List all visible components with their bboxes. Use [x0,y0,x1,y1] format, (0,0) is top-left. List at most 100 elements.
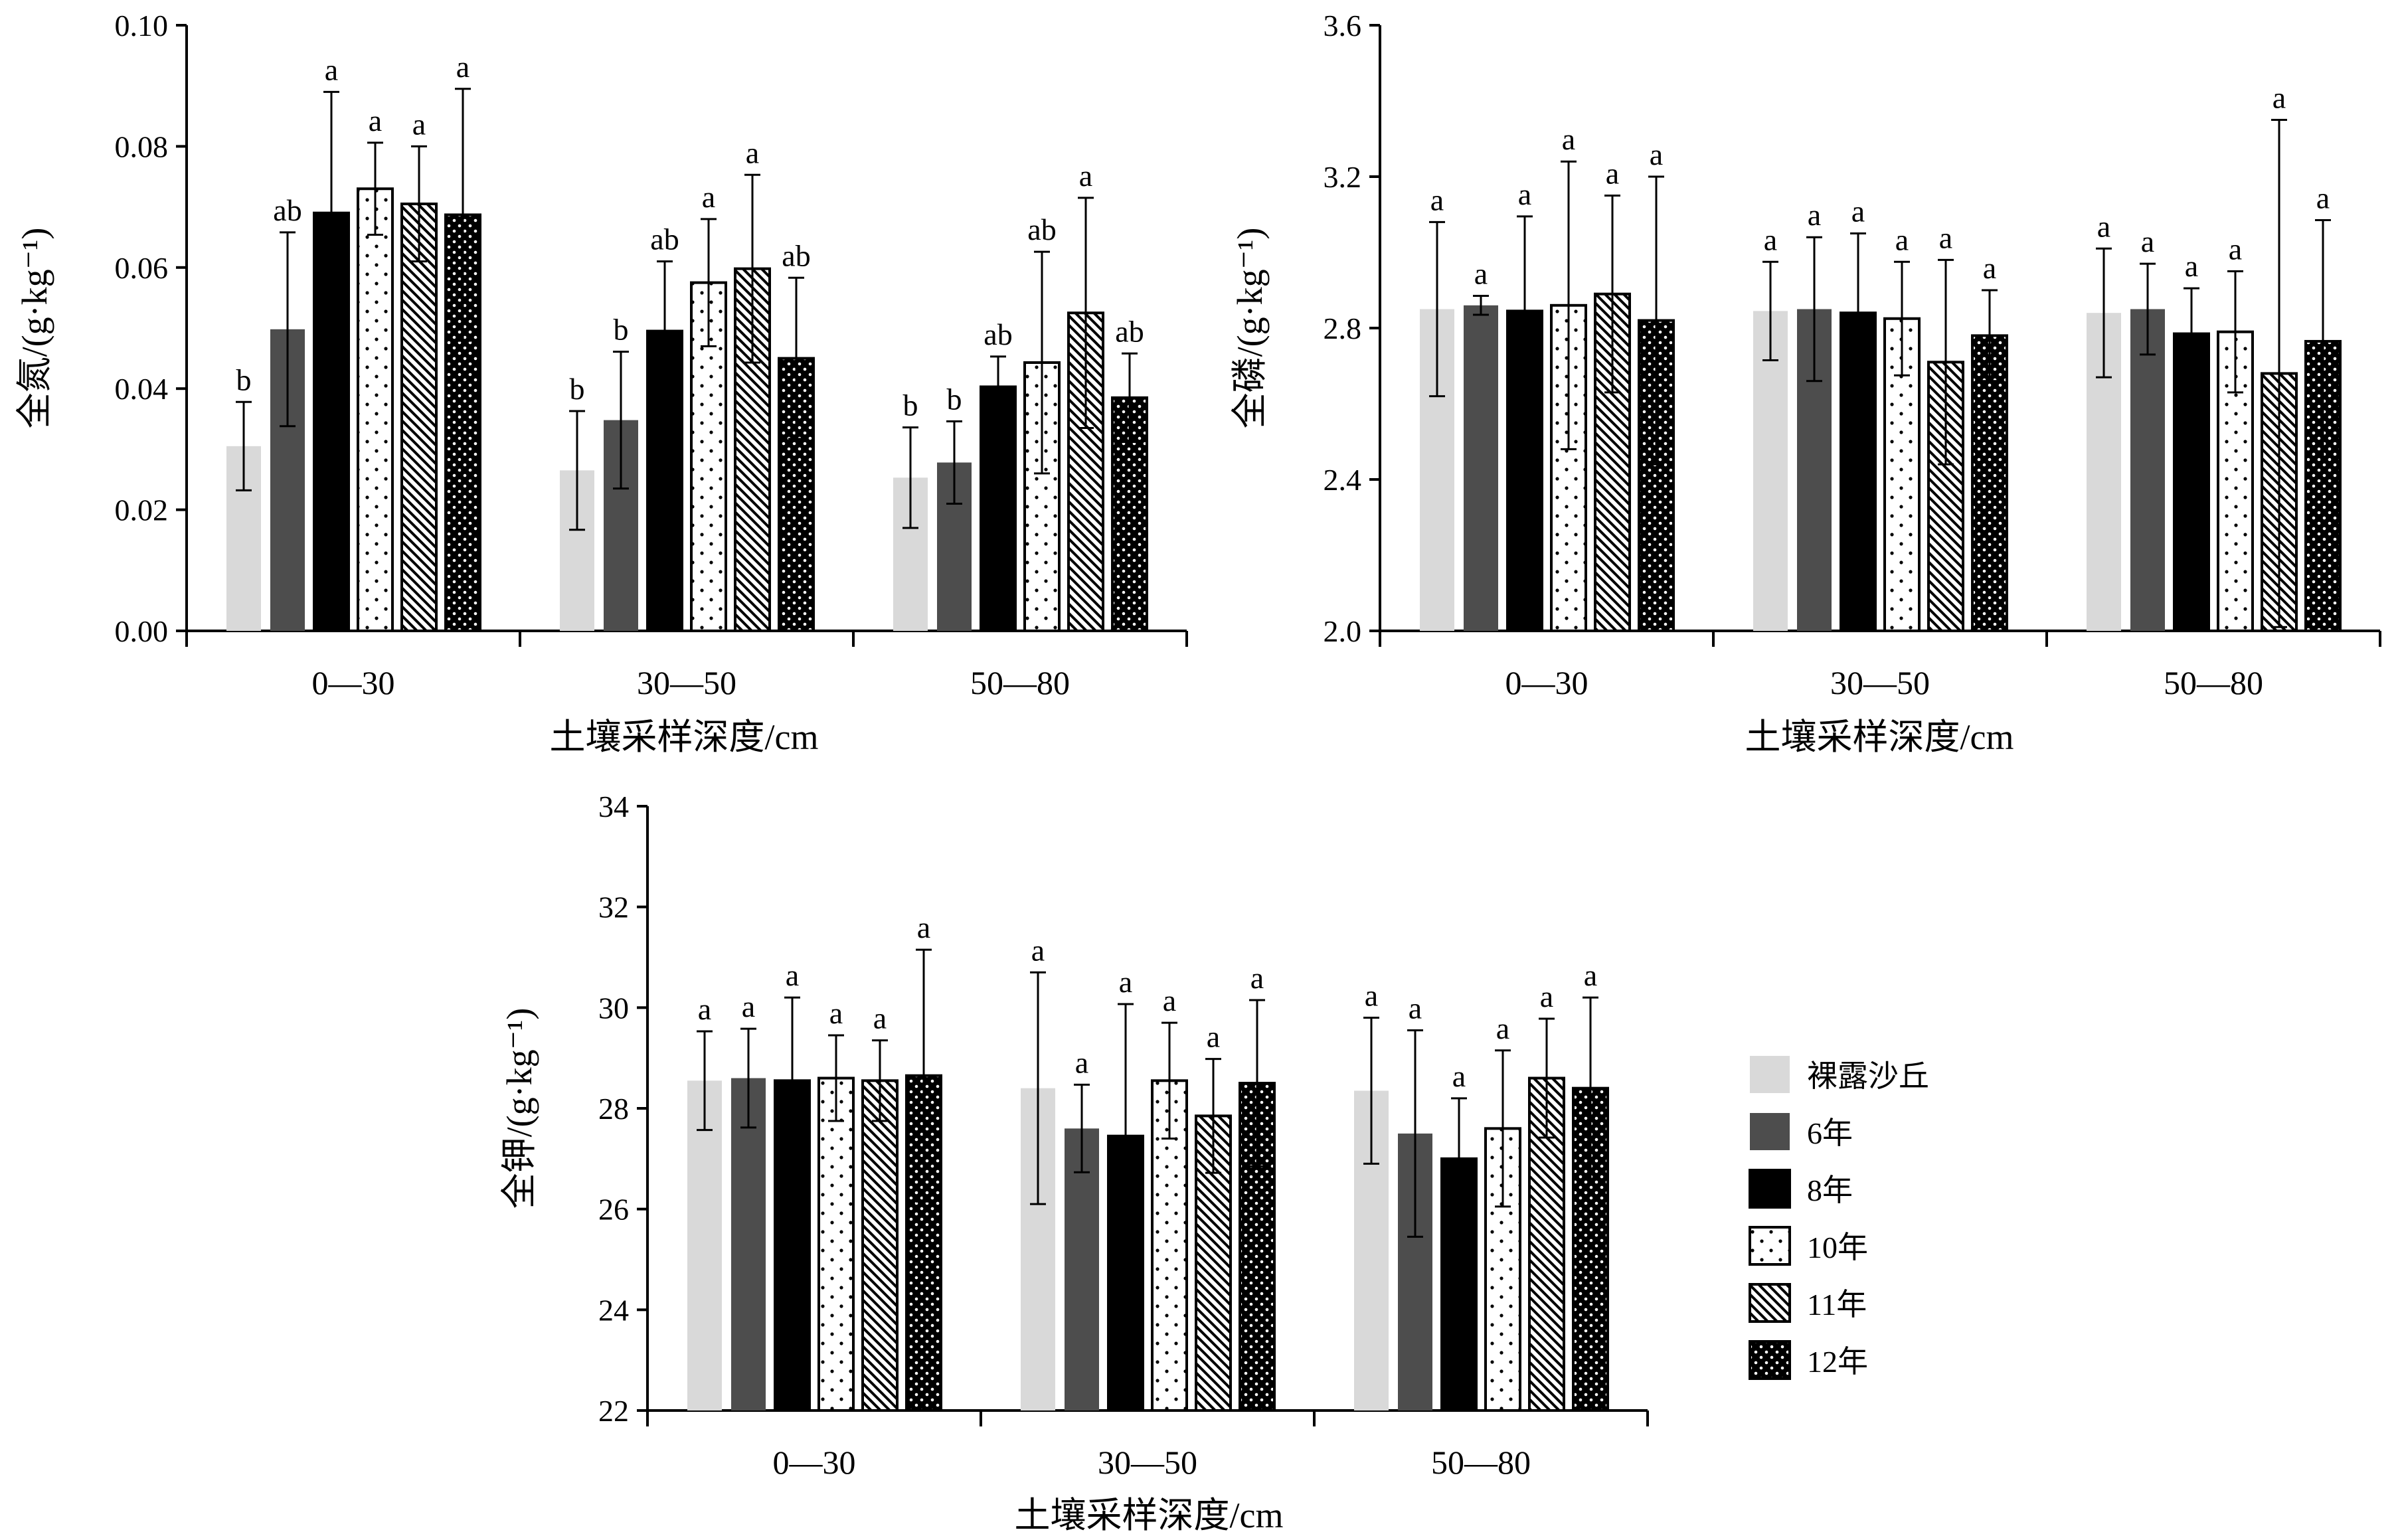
y-tick-label: 34 [598,790,629,823]
legend-swatch [1749,1226,1791,1266]
legend-label: 11年 [1807,1288,1867,1322]
significance-label: a [1562,122,1575,156]
significance-label: a [1365,979,1378,1013]
significance-label: a [1430,183,1444,216]
bar [817,1076,855,1412]
significance-label: a [786,958,799,992]
legend-swatch [1749,1340,1791,1380]
significance-label: a [1895,222,1909,256]
significance-label: a [917,910,930,944]
legend-swatch [1750,1113,1790,1150]
y-tick-label: 32 [598,891,629,924]
significance-label: a [2229,232,2242,266]
significance-label: a [1518,177,1531,211]
legend-item: 裸露沙丘 [1750,1056,1929,1093]
significance-label: a [369,104,382,137]
bar [2173,332,2210,632]
bar [1065,1128,1099,1411]
legend: 裸露沙丘 6年 8年 10年 11年 12年 [1749,1056,1929,1380]
x-axis-title: 土壤采样深度/cm [550,717,819,757]
legend-label: 10年 [1807,1231,1868,1264]
significance-label: a [2272,81,2286,115]
significance-label: a [746,135,759,169]
charts-group: 0.00 0.02 0.04 0.06 0.08 0.10 0—30 30—50 50—80 土壤… [15,9,2381,1535]
significance-label: a [1851,195,1865,228]
bar [646,329,683,632]
y-axis-title: 全磷/(g·kg⁻¹) [1230,228,1270,429]
y-tick-label: 0.08 [115,129,169,163]
significance-label: a [1764,222,1777,256]
legend-item: 6年 [1750,1113,1853,1150]
significance-label: a [1031,933,1045,967]
significance-label: b [903,388,918,422]
legend-label: 8年 [1807,1173,1853,1207]
chart-1: 0.00 0.02 0.04 0.06 0.08 0.10 0—30 30—50 50—80 土壤… [15,9,1188,757]
y-tick-label: 0.02 [115,493,169,527]
significance-label: a [829,996,843,1030]
bar [444,213,481,632]
y-tick-label: 2.8 [1324,311,1362,345]
significance-label: b [947,382,962,416]
significance-label: a [1119,965,1132,999]
legend-item: 11年 [1749,1283,1867,1323]
y-tick-label: 30 [598,991,629,1025]
legend-swatch [1750,1056,1790,1093]
y-axis-title: 全钾/(g·kg⁻¹) [499,1008,539,1209]
bar [861,1079,899,1412]
bar [1971,334,2008,632]
legend-item: 8年 [1749,1169,1853,1209]
bar [1464,305,1498,631]
x-category-label: 30—50 [1098,1444,1197,1481]
y-tick-label: 3.6 [1324,9,1362,43]
x-category-label: 0—30 [312,664,395,701]
x-category-label: 30—50 [637,664,736,701]
y-tick-label: 22 [598,1394,629,1428]
significance-label: ab [273,193,301,227]
significance-label: ab [782,238,810,272]
y-tick-label: 0.10 [115,9,169,43]
significance-label: a [1939,220,1952,254]
significance-label: ab [1115,314,1144,348]
legend-item: 12年 [1749,1340,1868,1380]
significance-label: a [1606,157,1619,191]
significance-label: a [1207,1020,1220,1054]
significance-label: a [1075,1045,1088,1079]
significance-label: a [1079,159,1092,193]
significance-label: b [614,313,629,347]
significance-label: a [1983,251,1996,285]
bar [2130,309,2165,631]
y-tick-label: 2.4 [1324,463,1362,497]
legend-swatch [1749,1283,1791,1323]
significance-label: a [1474,257,1488,291]
legend-label: 6年 [1807,1116,1853,1150]
x-category-label: 0—30 [773,1444,856,1481]
legend-item: 10年 [1749,1226,1868,1266]
significance-label: a [325,52,338,86]
bar [400,203,438,633]
significance-label: a [456,50,470,84]
bar [357,187,394,632]
bar [980,385,1017,632]
y-tick-label: 0.06 [115,251,169,285]
significance-label: a [2141,224,2154,258]
legend-label: 裸露沙丘 [1807,1059,1929,1093]
significance-label: a [2316,181,2330,215]
legend-swatch [1749,1169,1791,1209]
significance-label: a [2185,249,2198,283]
significance-label: a [742,989,755,1023]
y-axis-title: 全氮/(g·kg⁻¹) [15,228,54,429]
y-tick-label: 28 [598,1092,629,1126]
significance-label: a [702,180,715,214]
significance-label: a [1496,1011,1509,1045]
y-tick-label: 3.2 [1324,160,1362,194]
y-tick-label: 24 [598,1293,629,1327]
significance-label: ab [650,222,679,256]
significance-label: a [1540,980,1553,1013]
significance-label: a [1650,137,1663,171]
x-category-label: 50—80 [1431,1444,1531,1481]
significance-label: a [1409,991,1422,1025]
y-tick-label: 0.04 [115,372,169,406]
significance-label: ab [1027,213,1056,246]
chart-3: 22 24 26 28 30 32 34 0—30 30—50 50—80 土壤采样深度/cm 全钾/… [499,790,1649,1535]
